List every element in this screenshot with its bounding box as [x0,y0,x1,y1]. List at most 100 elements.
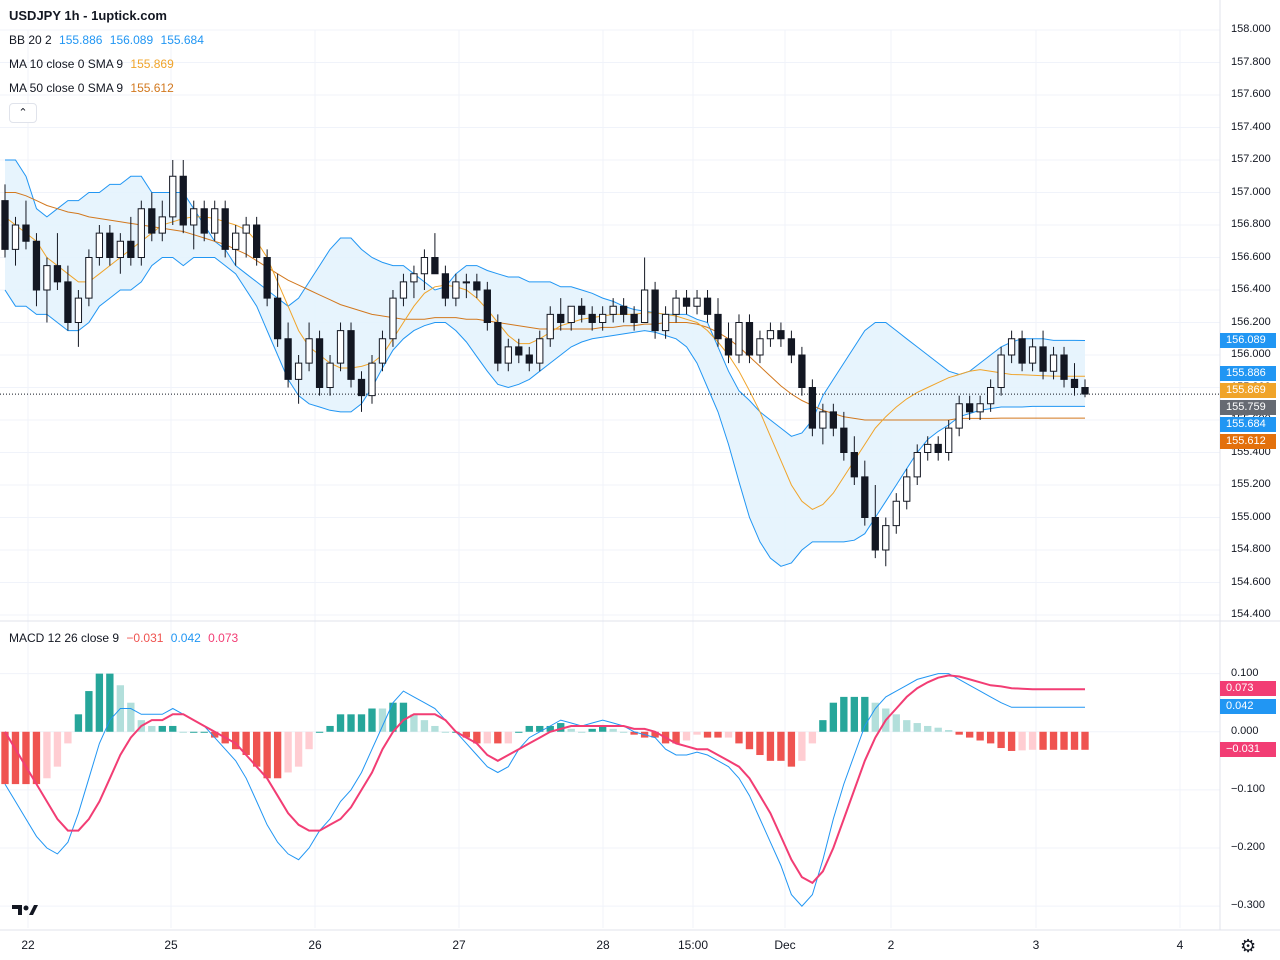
macd-histogram-bar [525,725,533,732]
candle-body [955,403,963,429]
candle-body [116,240,124,258]
candle-body [1028,346,1037,364]
candle-body [892,500,900,527]
price-badge: −0.031 [1220,741,1276,757]
candle-body [190,208,198,226]
macd-histogram-bar [651,731,659,738]
candle-body [357,378,366,397]
collapse-legend-button[interactable]: ⌃ [9,103,37,123]
macd-histogram-bar [798,731,806,761]
settings-gear-icon[interactable]: ⚙ [1240,936,1257,956]
time-tick-label: 4 [1176,938,1184,952]
macd-histogram-bar [32,731,41,785]
macd-histogram-bar [106,673,114,732]
macd-histogram-bar [808,731,817,744]
candle-body [284,338,292,380]
candle-body [43,265,51,291]
macd-histogram-bar [11,731,20,785]
price-tick-label: 157.800 [1231,55,1271,68]
macd-histogram-bar [483,731,491,744]
candle-body [169,175,177,218]
candle-body [221,208,229,250]
ma50-legend-label: MA 50 close 0 SMA 9 [9,81,124,95]
macd-histogram-bar [1049,731,1058,750]
candle-body [410,273,418,283]
macd-histogram-bar [714,731,722,738]
candle-body [808,387,817,429]
macd-legend: MACD 12 26 close 9 −0.031 0.042 0.073 [9,631,242,645]
time-tick-label: 2 [887,938,895,952]
candle-body [661,313,670,332]
price-tick-label: 157.400 [1231,120,1271,133]
candle-body [651,289,659,332]
price-tick-label: 158.000 [1231,23,1271,35]
macd-histogram-bar [619,731,628,733]
macd-histogram-bar [735,731,743,744]
candle-body [1081,387,1089,395]
macd-histogram-bar [169,725,177,732]
macd-histogram-bar [252,731,261,767]
macd-histogram-bar [745,731,754,750]
macd-legend-value-1: −0.031 [126,631,164,645]
macd-histogram-bar [861,696,869,732]
ma50-legend: MA 50 close 0 SMA 9 155.612 [9,81,178,95]
candle-body [798,354,806,388]
time-tick-label: 28 [596,938,610,952]
macd-histogram-bar [74,714,83,732]
candle-body [305,338,313,364]
macd-histogram-bar [494,731,502,744]
macd-histogram-bar [305,731,313,750]
macd-histogram-bar [630,731,638,735]
ma10-legend-label: MA 10 close 0 SMA 9 [9,57,124,71]
macd-tick-label: 0.100 [1231,666,1259,679]
candle-body [819,411,827,429]
candle-body [861,476,869,518]
macd-histogram-bar [819,720,827,732]
candle-body [200,208,208,234]
candle-body [452,281,460,299]
macd-histogram-bar [787,731,796,767]
price-tick-label: 157.200 [1231,153,1271,165]
macd-histogram-bar [315,731,324,733]
candle-body [1049,354,1058,372]
price-tick-label: 157.000 [1231,185,1271,198]
macd-histogram-bar [976,731,984,741]
candle-body [599,313,607,323]
candle-body [1,200,9,250]
macd-histogram-bar [1070,731,1079,750]
candle-body [682,297,691,307]
time-tick-label: 15:00 [677,938,709,952]
price-tick-label: 157.600 [1231,88,1271,100]
price-badge: 0.042 [1220,699,1276,715]
candle-body [871,517,879,551]
candle-body [735,322,743,356]
candle-body [1018,338,1026,364]
macd-histogram-bar [609,728,617,732]
macd-histogram-bar [515,731,523,733]
macd-histogram-bar [273,731,282,779]
macd-histogram-bar [441,731,450,733]
candle-body [787,338,796,356]
macd-histogram-bar [399,702,408,732]
macd-histogram-bar [986,731,995,744]
macd-histogram-bar [232,731,240,750]
candle-body [945,427,953,453]
tradingview-logo-icon[interactable] [10,900,40,920]
price-tick-label: 154.800 [1231,543,1271,555]
candle-body [903,476,911,502]
macd-histogram-bar [955,731,963,735]
price-badge: 0.073 [1220,681,1276,697]
candle-body [127,240,135,258]
bb-legend: BB 20 2 155.886 156.089 155.684 [9,33,208,47]
macd-histogram-bar [43,731,51,779]
candle-body [378,338,387,364]
candle-body [557,313,565,323]
price-badge: 156.089 [1220,332,1276,348]
candle-body [588,313,596,323]
macd-histogram-bar [682,731,691,741]
price-tick-label: 156.800 [1231,218,1271,230]
candle-body [441,273,450,299]
macd-histogram-bar [85,691,93,732]
macd-histogram-bar [903,720,911,732]
